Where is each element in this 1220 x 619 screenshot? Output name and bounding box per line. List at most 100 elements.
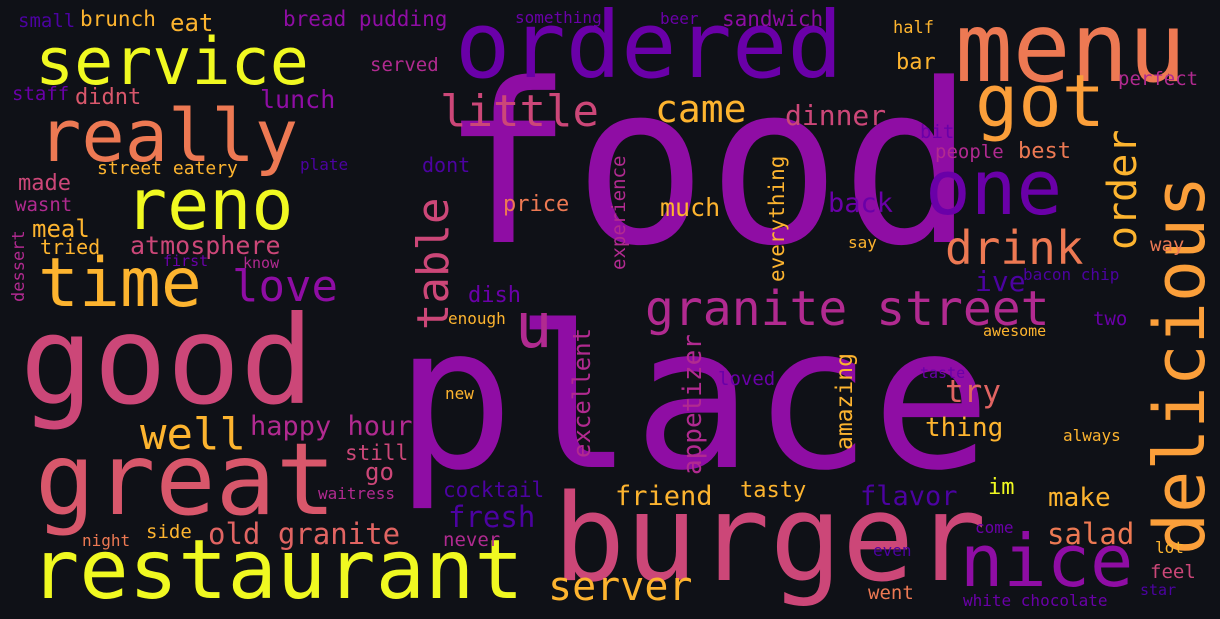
word-night: night (82, 531, 131, 550)
word-feel: feel (1150, 561, 1196, 583)
word-amazing: amazing (832, 353, 858, 450)
word-perfect: perfect (1118, 68, 1199, 90)
word-server: server (548, 564, 693, 610)
word-made: made (18, 171, 71, 196)
word-beer: beer (660, 9, 699, 28)
word-much: much (660, 193, 721, 222)
word-loved: loved (718, 368, 776, 390)
word-one: one (925, 143, 1063, 232)
word-meal: meal (32, 215, 90, 243)
word-sandwich: sandwich (722, 7, 824, 31)
word-way: way (1150, 234, 1185, 256)
word-say: say (848, 233, 877, 252)
word-go: go (365, 458, 394, 486)
word-still: still (345, 441, 409, 465)
word-order: order (1100, 129, 1146, 250)
word-street-eatery: street eatery (97, 158, 238, 179)
word-bit: bit (920, 121, 955, 143)
word-white-chocolate: white chocolate (963, 591, 1108, 610)
word-fresh: fresh (448, 500, 536, 534)
word-lunch: lunch (260, 85, 336, 114)
word-nice: nice (960, 519, 1134, 603)
word-awesome: awesome (983, 322, 1047, 340)
word-even: even (873, 541, 912, 560)
word-taste: taste (920, 364, 966, 382)
word-menu: menu (955, 0, 1187, 104)
word-brunch: brunch (80, 7, 156, 31)
word-staff: staff (12, 83, 70, 105)
word-excellent: excellent (568, 327, 596, 458)
word-dinner: dinner (785, 99, 887, 132)
word-star: star (1140, 581, 1177, 599)
word-half: half (893, 18, 934, 38)
word-try: try (945, 374, 1001, 410)
word-friend: friend (615, 481, 713, 512)
word-wasnt: wasnt (15, 194, 73, 216)
word-price: price (503, 192, 570, 217)
word-come: come (975, 518, 1014, 537)
word-dont: dont (422, 153, 471, 177)
word-back: back (828, 188, 894, 219)
word-well: well (140, 409, 246, 460)
word-enough: enough (448, 309, 506, 328)
word-granite-street: granite street (645, 281, 1050, 337)
word-bacon-chip: bacon chip (1023, 265, 1120, 284)
word-ordered: ordered (455, 0, 843, 99)
word-small: small (18, 10, 76, 32)
word-im: im (988, 475, 1015, 500)
word-happy-hour: happy hour (250, 411, 413, 442)
word-time: time (38, 244, 202, 323)
word-great: great (35, 421, 337, 538)
word-reno: reno (125, 164, 294, 246)
word-thing: thing (925, 413, 1004, 443)
word-burger: burger (553, 470, 987, 609)
word-know: know (243, 254, 280, 272)
word-little: little (440, 86, 599, 137)
word-make: make (1048, 483, 1111, 513)
word-really: really (38, 94, 299, 178)
word-something: something (515, 8, 602, 27)
word-side: side (146, 521, 192, 543)
word-eat: eat (170, 9, 214, 37)
word-first: first (163, 252, 209, 270)
word-never: never (443, 529, 501, 551)
word-service: service (35, 25, 309, 100)
word-cocktail: cocktail (443, 478, 545, 502)
word-ive: ive (975, 265, 1026, 298)
word-tried: tried (40, 235, 101, 259)
word-waitress: waitress (318, 484, 396, 503)
word-came: came (655, 87, 747, 131)
word-restaurant: restaurant (30, 523, 524, 618)
word-bar: bar (896, 50, 936, 75)
word-dessert: dessert (9, 230, 29, 302)
word-plate: plate (300, 155, 349, 174)
word-dish: dish (468, 283, 521, 308)
word-love: love (232, 261, 338, 312)
word-old-granite: old granite (208, 517, 401, 551)
word-flavor: flavor (860, 481, 958, 512)
word-always: always (1063, 426, 1121, 445)
word-u: u (515, 289, 553, 362)
word-went: went (868, 582, 914, 604)
word-best: best (1018, 139, 1071, 164)
word-drink: drink (945, 221, 1084, 275)
word-food: food (440, 37, 975, 295)
word-people: people (935, 141, 1004, 163)
word-didnt: didnt (75, 85, 142, 110)
word-good: good (20, 290, 314, 432)
word-bread-pudding: bread pudding (283, 7, 448, 31)
word-two: two (1093, 308, 1128, 330)
word-place: place (395, 283, 992, 514)
word-delicious: delicious (1139, 175, 1220, 555)
word-new: new (445, 384, 474, 403)
word-experience: experience (608, 155, 630, 270)
word-appetizer: appetizer (678, 334, 708, 475)
word-got: got (975, 59, 1106, 143)
word-served: served (370, 54, 439, 76)
word-everything: everything (765, 155, 789, 282)
word-salad: salad (1047, 517, 1135, 551)
word-lot: lot (1155, 538, 1184, 557)
word-tasty: tasty (740, 478, 807, 503)
word-atmosphere: atmosphere (130, 231, 281, 260)
